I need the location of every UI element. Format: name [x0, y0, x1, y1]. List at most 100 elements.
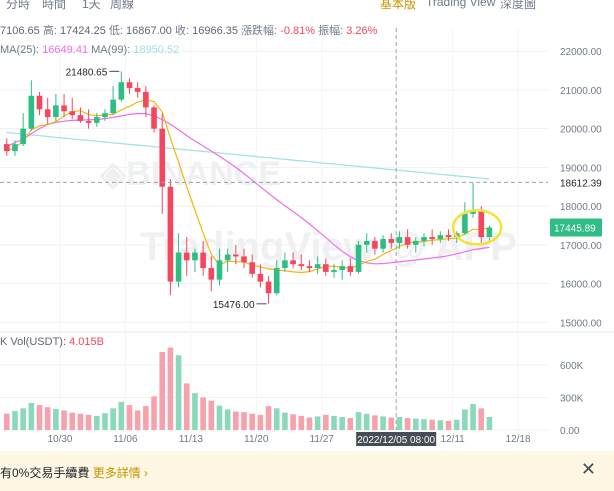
candle-body[interactable]: [347, 266, 354, 272]
volume-bar[interactable]: [453, 419, 460, 430]
candle-body[interactable]: [339, 266, 345, 270]
volume-bar[interactable]: [126, 405, 133, 430]
volume-bar[interactable]: [4, 413, 10, 430]
volume-bar[interactable]: [363, 413, 370, 430]
tab-time[interactable]: 時間: [42, 0, 67, 11]
candle-body[interactable]: [470, 209, 476, 214]
candle-body[interactable]: [372, 240, 378, 249]
candle-body[interactable]: [36, 95, 43, 110]
candle-body[interactable]: [134, 88, 141, 92]
volume-bar[interactable]: [69, 412, 76, 430]
candle-body[interactable]: [102, 113, 108, 118]
candle-body[interactable]: [192, 252, 198, 261]
volume-bar[interactable]: [478, 408, 485, 430]
candle-body[interactable]: [93, 117, 100, 123]
candle-body[interactable]: [44, 109, 51, 118]
volume-bar[interactable]: [306, 417, 313, 430]
volume-bar[interactable]: [282, 412, 288, 430]
candle-body[interactable]: [282, 260, 288, 269]
candle-body[interactable]: [167, 186, 174, 282]
volume-bar[interactable]: [372, 415, 378, 430]
volume-bar[interactable]: [437, 420, 444, 430]
candle-body[interactable]: [110, 99, 116, 114]
candle-body[interactable]: [257, 273, 264, 282]
candle-body[interactable]: [404, 237, 411, 245]
volume-bar[interactable]: [404, 418, 411, 430]
volume-bar[interactable]: [421, 419, 427, 430]
candle-body[interactable]: [380, 239, 386, 249]
candle-body[interactable]: [233, 254, 239, 257]
volume-bar[interactable]: [85, 414, 92, 430]
candle-body[interactable]: [445, 235, 452, 238]
volume-bar[interactable]: [151, 396, 157, 430]
close-icon[interactable]: ✕: [580, 459, 596, 479]
candle-body[interactable]: [486, 227, 493, 238]
volume-bar[interactable]: [355, 412, 362, 430]
tab-weekly[interactable]: 周線: [110, 0, 135, 11]
candle-body[interactable]: [421, 237, 427, 241]
candle-body[interactable]: [85, 120, 92, 123]
volume-bar[interactable]: [110, 408, 116, 430]
volume-bar[interactable]: [347, 418, 354, 430]
volume-bar[interactable]: [314, 416, 321, 430]
volume-bar[interactable]: [339, 416, 345, 430]
candle-body[interactable]: [4, 144, 10, 152]
candle-body[interactable]: [323, 264, 329, 272]
volume-bar[interactable]: [61, 410, 67, 430]
candle-body[interactable]: [183, 252, 190, 261]
volume-bar[interactable]: [28, 402, 35, 430]
candle-body[interactable]: [159, 128, 166, 187]
candle-body[interactable]: [249, 262, 255, 274]
candle-body[interactable]: [69, 111, 76, 116]
candle-body[interactable]: [273, 268, 280, 294]
volume-bar[interactable]: [200, 397, 206, 430]
candle-body[interactable]: [53, 105, 59, 118]
volume-bar[interactable]: [134, 410, 141, 430]
candle-body[interactable]: [429, 237, 435, 240]
candle-body[interactable]: [331, 269, 337, 272]
volume-bar[interactable]: [12, 411, 18, 430]
volume-bar[interactable]: [102, 413, 108, 430]
volume-bar[interactable]: [323, 414, 329, 430]
candle-body[interactable]: [265, 281, 272, 294]
volume-bar[interactable]: [462, 409, 468, 430]
volume-bar[interactable]: [249, 413, 255, 430]
volume-bar[interactable]: [183, 383, 190, 430]
candle-body[interactable]: [151, 107, 157, 129]
candle-body[interactable]: [20, 128, 26, 145]
tab-1d[interactable]: 1天: [82, 0, 101, 11]
volume-bar[interactable]: [224, 409, 231, 430]
volume-bar[interactable]: [143, 406, 149, 430]
volume-bar[interactable]: [396, 416, 403, 430]
candle-body[interactable]: [290, 260, 296, 265]
candle-body[interactable]: [216, 260, 223, 280]
candle-body[interactable]: [314, 264, 321, 269]
volume-bar[interactable]: [77, 413, 84, 430]
candle-body[interactable]: [12, 144, 18, 152]
candle-body[interactable]: [175, 252, 182, 282]
volume-bar[interactable]: [36, 405, 43, 430]
volume-bar[interactable]: [44, 407, 51, 430]
volume-bar[interactable]: [20, 408, 26, 430]
banner-more-link[interactable]: 更多詳情 ›: [92, 466, 149, 480]
volume-bar[interactable]: [470, 403, 476, 430]
view-basic[interactable]: 基本版: [380, 0, 417, 11]
candle-body[interactable]: [413, 240, 419, 245]
candle-body[interactable]: [200, 252, 206, 269]
volume-bar[interactable]: [241, 412, 247, 430]
volume-bar[interactable]: [159, 351, 166, 430]
candle-body[interactable]: [298, 264, 305, 267]
candle-body[interactable]: [478, 209, 485, 238]
volume-bar[interactable]: [380, 416, 386, 430]
volume-bar[interactable]: [331, 415, 337, 430]
volume-bar[interactable]: [216, 405, 223, 430]
volume-bar[interactable]: [298, 415, 305, 430]
volume-bar[interactable]: [486, 416, 493, 430]
view-depth[interactable]: 深度圖: [500, 0, 537, 11]
candle-body[interactable]: [462, 213, 468, 234]
candle-body[interactable]: [437, 235, 444, 240]
volume-bar[interactable]: [257, 414, 264, 430]
candle-body[interactable]: [61, 105, 67, 112]
volume-bar[interactable]: [290, 414, 296, 430]
volume-bar[interactable]: [413, 418, 419, 430]
